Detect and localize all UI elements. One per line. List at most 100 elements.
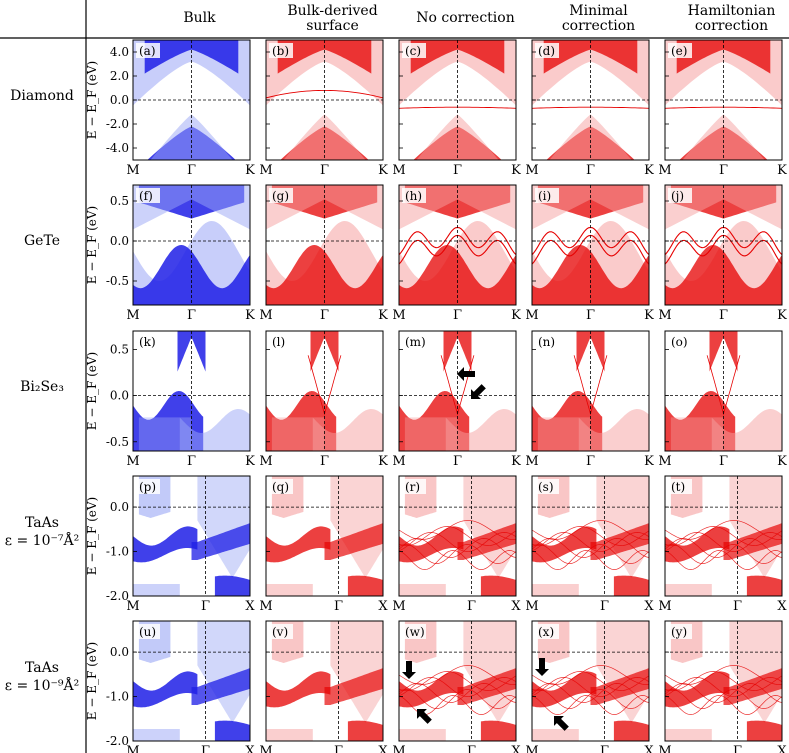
row-title: ε = 10⁻⁷Å² [5,531,79,549]
column-title: correction [562,18,635,34]
y-tick-label: -2.0 [106,117,129,131]
k-point-label: M [525,163,538,178]
row-title: TaAs [25,515,59,531]
k-point-label: K [644,454,654,469]
k-point-label: K [378,163,388,178]
k-point-label: M [658,744,671,753]
y-axis-label: E − E_F (eV) [85,642,99,720]
panel-letter: (o) [671,335,688,349]
panel-l: (l)M Γ K [259,331,388,469]
k-point-label: X [644,599,654,614]
band-region [348,576,383,596]
panel-letter: (s) [538,480,554,494]
panel-letter: (v) [272,625,288,639]
k-point-label: X [644,744,654,753]
y-tick-label: 2.0 [110,69,129,83]
panel-t: (t)M Γ X [658,476,787,614]
k-point-label: M [392,308,405,323]
k-point-label: Γ [586,308,595,323]
panel-letter: (d) [538,44,555,58]
band-region [133,729,180,741]
band-region [481,576,516,596]
y-tick-label: 0.0 [110,234,129,248]
k-point-label: Γ [187,308,196,323]
panel-letter: (y) [671,625,687,639]
k-point-label: K [644,163,654,178]
band-region [481,721,516,741]
panel-letter: (m) [405,335,426,349]
panel-letter: (w) [405,625,425,639]
panel-y: (y) M Γ X [658,621,787,753]
y-tick-label: -2.0 [106,734,129,748]
band-region [405,417,458,451]
y-tick-label: 0.0 [110,645,129,659]
k-point-label: M [525,744,538,753]
k-point-label: X [511,599,521,614]
panel-letter: (a) [139,44,156,58]
band-region [272,417,325,451]
band-region [671,417,724,451]
k-point-label: Γ [453,454,462,469]
y-axis-label: E − E_F (eV) [85,497,99,575]
y-tick-label: 4.0 [110,45,129,59]
band-region [215,576,250,596]
k-point-label: Γ [187,454,196,469]
panel-p: (p)M Γ X0.0-1.0-2.0E − E_F (eV) [85,476,255,614]
k-point-label: K [245,163,255,178]
panel-r: (r)M Γ X [392,476,521,614]
panel-a: (a)M Γ K4.02.00.0-2.0-4.0E − E_F (eV) [85,40,255,182]
k-point-label: Γ [586,454,595,469]
panel-n: (n)M Γ K [525,331,654,469]
y-tick-label: -0.5 [106,435,129,449]
k-point-label: M [658,599,671,614]
panel-d: (d)M Γ K [525,40,654,182]
panel-h: (h) M Γ K [392,185,521,323]
row-title: GeTe [24,233,60,249]
k-point-label: M [525,308,538,323]
k-point-label: M [392,163,405,178]
k-point-label: K [777,163,787,178]
k-point-label: Γ [733,744,742,753]
k-point-label: Γ [320,163,329,178]
k-point-label: K [644,308,654,323]
k-point-label: Γ [467,599,476,614]
column-title: No correction [416,10,514,26]
k-point-label: M [392,599,405,614]
k-point-label: Γ [187,163,196,178]
y-axis-label: E − E_F (eV) [85,61,99,139]
k-point-label: M [525,599,538,614]
panel-x: (x)M Γ X [525,621,654,753]
y-tick-label: 0.0 [110,389,129,403]
k-point-label: X [777,744,787,753]
band-region [665,729,712,741]
panel-v: (v)M Γ X [259,621,388,753]
k-point-label: M [126,454,139,469]
panel-letter: (i) [538,189,551,203]
k-point-label: M [658,163,671,178]
k-point-label: K [511,163,521,178]
k-point-label: Γ [334,599,343,614]
k-point-label: K [511,454,521,469]
k-point-label: M [259,308,272,323]
band-region [266,584,313,596]
panel-letter: (h) [405,189,422,203]
y-tick-label: -1.0 [106,545,129,559]
panel-b: (b) M Γ K [259,40,388,182]
k-point-label: Γ [719,308,728,323]
k-point-label: M [525,454,538,469]
panel-letter: (b) [272,44,289,58]
panel-grid: (a)M Γ K4.02.00.0-2.0-4.0E − E_F (eV)(b)M Γ… [85,40,787,753]
k-point-label: M [392,744,405,753]
k-point-label: X [245,599,255,614]
column-title: Bulk [183,10,216,26]
panel-letter: (g) [272,189,289,203]
k-point-label: M [126,163,139,178]
band-region [665,584,712,596]
panel-f: (f) M Γ K 0.5 0.0 -0.5 E − E_F (eV) [85,185,255,323]
y-axis-label: E − E_F (eV) [85,206,99,284]
band-region [215,721,250,741]
band-region [399,584,446,596]
band-region [348,721,383,741]
column-title: Minimal [569,3,628,19]
panel-j: (j)M Γ K [658,185,787,323]
